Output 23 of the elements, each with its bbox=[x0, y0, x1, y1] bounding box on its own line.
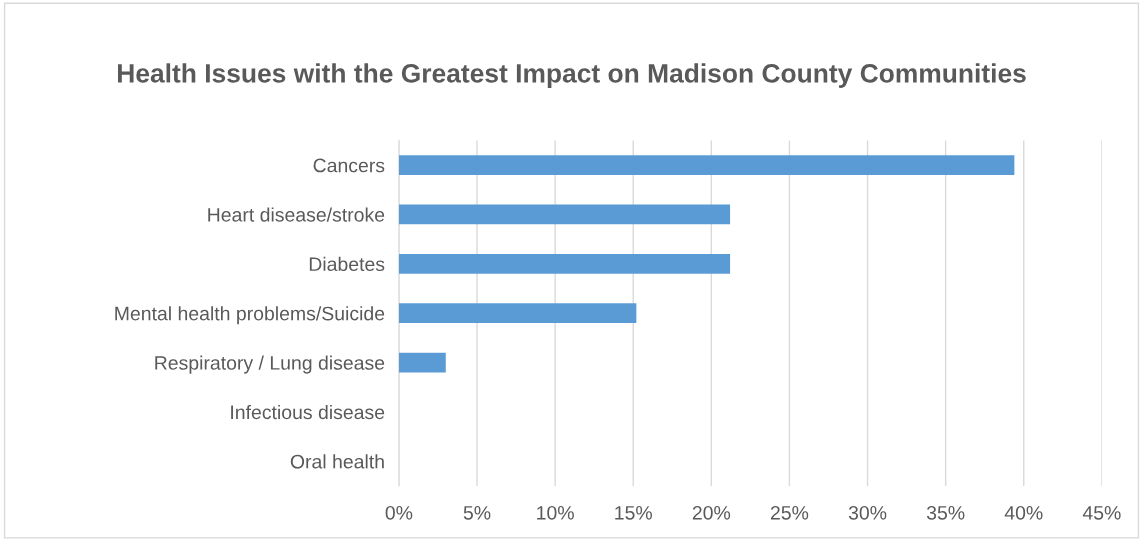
x-tick-label: 35% bbox=[926, 505, 965, 520]
x-tick-label: 15% bbox=[615, 506, 652, 520]
y-tick-label: Heart disease/stroke bbox=[208, 207, 385, 222]
x-tick-label: 0% bbox=[385, 505, 413, 520]
x-tick-label: 30% bbox=[848, 505, 887, 520]
y-tick-label: Oral health bbox=[290, 454, 384, 469]
x-tick-label: 45% bbox=[1082, 506, 1121, 520]
bar bbox=[398, 352, 446, 373]
bar bbox=[398, 155, 1015, 175]
x-tick-label: 10% bbox=[537, 505, 574, 520]
y-tick-label: Cancers bbox=[313, 158, 385, 173]
y-tick-label: Respiratory / Lung disease bbox=[155, 355, 385, 374]
bar bbox=[398, 253, 731, 274]
chart-title: Health Issues with the Greatest Impact on Madison County Communities bbox=[118, 63, 1026, 88]
y-tick-label: Mental health problems/Suicide bbox=[115, 306, 385, 325]
bar bbox=[398, 204, 731, 225]
y-tick-label: Diabetes bbox=[309, 256, 385, 272]
y-tick-label: Infectious disease bbox=[231, 404, 385, 420]
x-tick-label: 40% bbox=[1004, 505, 1043, 520]
x-tick-label: 20% bbox=[692, 505, 731, 520]
bar bbox=[398, 303, 637, 324]
x-tick-label: 5% bbox=[463, 506, 491, 520]
x-tick-label: 25% bbox=[770, 505, 809, 520]
